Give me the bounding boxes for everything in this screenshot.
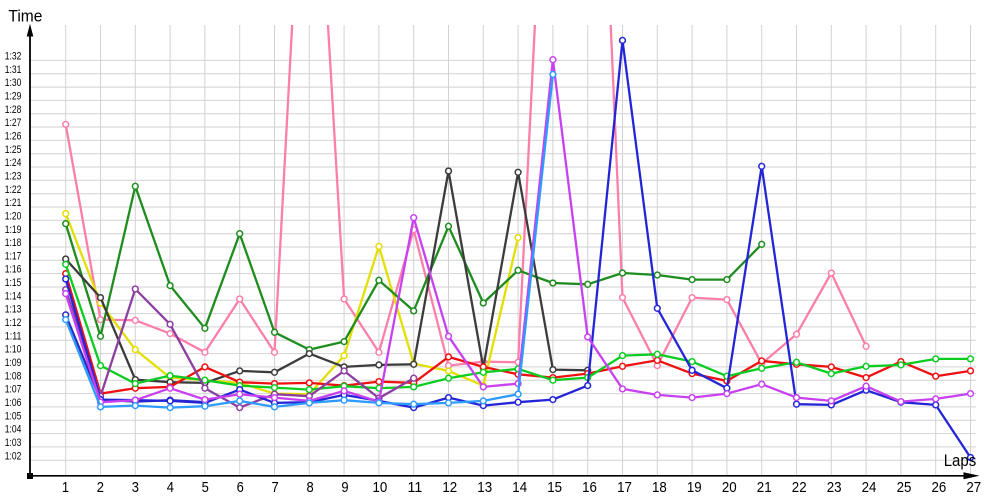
svg-text:5: 5: [202, 479, 209, 496]
svg-text:18: 18: [652, 479, 667, 496]
svg-text:1:25: 1:25: [5, 144, 22, 156]
svg-text:16: 16: [582, 479, 597, 496]
svg-text:10: 10: [373, 479, 388, 496]
svg-text:15: 15: [547, 479, 562, 496]
svg-text:20: 20: [722, 479, 737, 496]
svg-text:22: 22: [792, 479, 807, 496]
svg-text:7: 7: [272, 479, 279, 496]
svg-text:19: 19: [687, 479, 702, 496]
svg-text:1:10: 1:10: [5, 344, 22, 356]
svg-text:1:28: 1:28: [5, 104, 22, 116]
svg-text:1:31: 1:31: [5, 64, 22, 76]
svg-text:26: 26: [932, 479, 947, 496]
svg-text:27: 27: [966, 479, 981, 496]
svg-text:12: 12: [442, 479, 457, 496]
svg-text:23: 23: [827, 479, 842, 496]
svg-text:1:05: 1:05: [5, 410, 22, 422]
svg-text:21: 21: [757, 479, 772, 496]
svg-text:1:11: 1:11: [5, 330, 22, 342]
svg-text:1:18: 1:18: [5, 237, 22, 249]
svg-text:3: 3: [132, 479, 139, 496]
svg-text:1:03: 1:03: [5, 437, 22, 449]
svg-text:1:26: 1:26: [5, 131, 22, 143]
svg-text:8: 8: [307, 479, 314, 496]
svg-text:1:13: 1:13: [5, 304, 22, 316]
svg-text:14: 14: [512, 479, 527, 496]
svg-text:1:07: 1:07: [5, 384, 22, 396]
svg-text:1:27: 1:27: [5, 117, 22, 129]
svg-text:Time: Time: [8, 7, 42, 26]
svg-text:1:22: 1:22: [5, 184, 22, 196]
svg-text:1:15: 1:15: [5, 277, 22, 289]
svg-text:1: 1: [62, 479, 69, 496]
svg-text:13: 13: [477, 479, 492, 496]
svg-text:11: 11: [408, 479, 423, 496]
svg-text:1:08: 1:08: [5, 370, 22, 382]
svg-text:2: 2: [97, 479, 104, 496]
svg-text:9: 9: [341, 479, 348, 496]
svg-text:1:30: 1:30: [5, 77, 22, 89]
svg-text:1:04: 1:04: [5, 424, 22, 436]
svg-text:1:20: 1:20: [5, 210, 22, 222]
svg-text:1:12: 1:12: [5, 317, 22, 329]
svg-text:25: 25: [897, 479, 912, 496]
svg-text:Laps: Laps: [944, 451, 977, 470]
svg-text:1:16: 1:16: [5, 264, 22, 276]
svg-text:17: 17: [617, 479, 632, 496]
svg-text:1:29: 1:29: [5, 91, 22, 103]
svg-text:1:19: 1:19: [5, 224, 22, 236]
svg-text:4: 4: [167, 479, 174, 496]
svg-text:1:14: 1:14: [5, 290, 22, 302]
svg-text:1:32: 1:32: [5, 51, 22, 63]
svg-text:24: 24: [862, 479, 877, 496]
svg-text:1:17: 1:17: [5, 250, 22, 262]
svg-text:1:06: 1:06: [5, 397, 22, 409]
svg-text:1:21: 1:21: [5, 197, 22, 209]
svg-text:1:02: 1:02: [5, 450, 22, 462]
svg-text:1:09: 1:09: [5, 357, 22, 369]
svg-text:6: 6: [237, 479, 244, 496]
svg-text:1:23: 1:23: [5, 170, 22, 182]
svg-text:1:24: 1:24: [5, 157, 22, 169]
